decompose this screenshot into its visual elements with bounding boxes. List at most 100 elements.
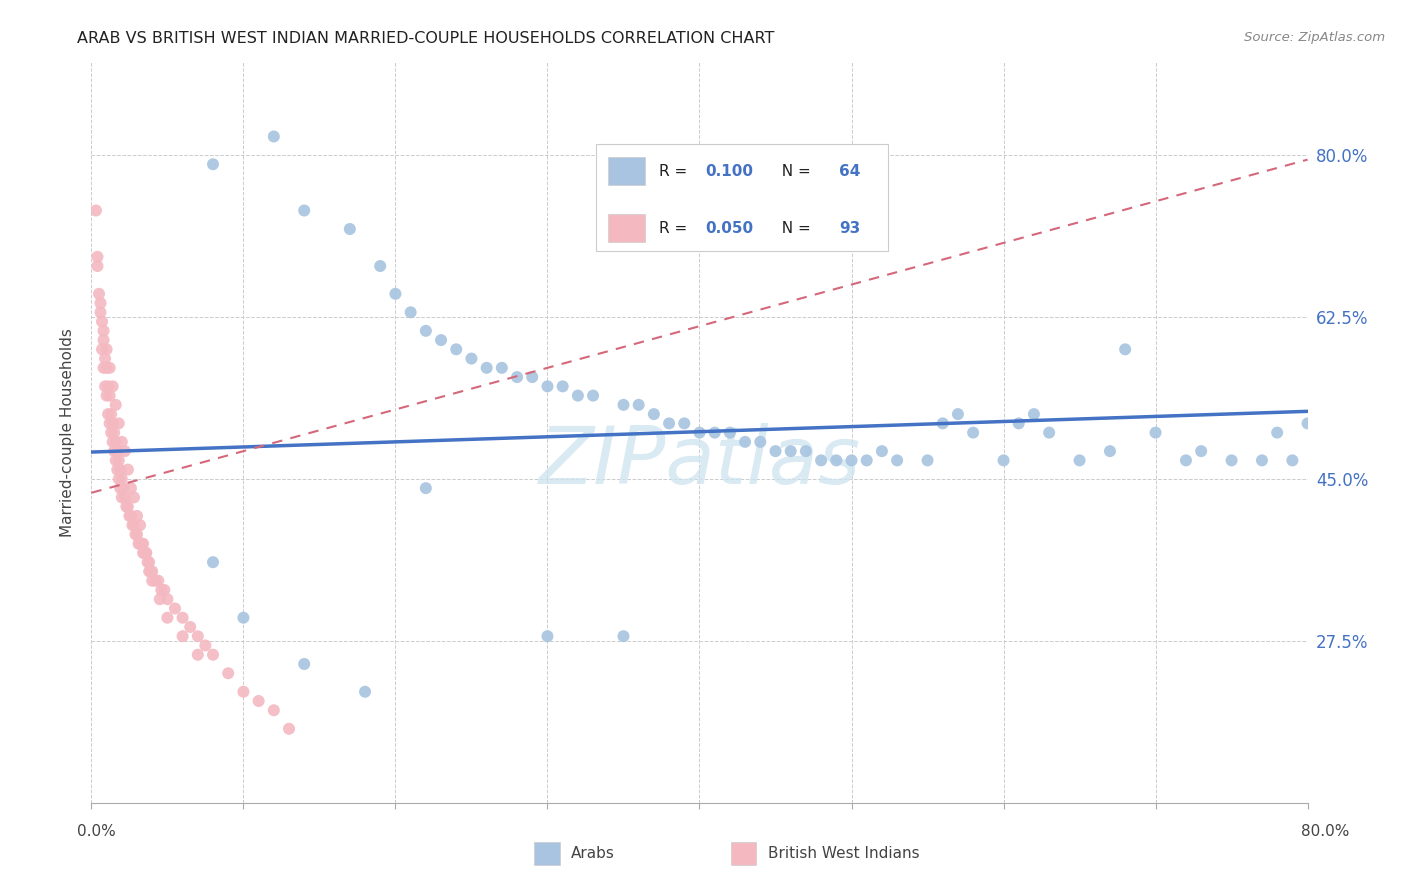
- Point: [415, 324, 437, 338]
- Point: [339, 222, 361, 236]
- Point: [101, 417, 124, 431]
- Point: [150, 582, 173, 597]
- Point: [120, 481, 142, 495]
- Point: [475, 360, 498, 375]
- Point: [1038, 425, 1060, 440]
- Point: [522, 370, 544, 384]
- Point: [460, 351, 482, 366]
- Point: [384, 286, 406, 301]
- Point: [278, 722, 301, 736]
- Text: 80.0%: 80.0%: [1302, 824, 1350, 838]
- Point: [141, 565, 163, 579]
- Point: [202, 648, 225, 662]
- Point: [104, 434, 127, 449]
- Bar: [596, 144, 889, 252]
- Point: [103, 444, 125, 458]
- Point: [156, 610, 179, 624]
- Point: [93, 333, 115, 347]
- Point: [97, 407, 120, 421]
- Point: [1251, 453, 1274, 467]
- Point: [115, 500, 138, 514]
- Point: [143, 574, 166, 588]
- Point: [688, 425, 710, 440]
- Point: [153, 582, 176, 597]
- Point: [794, 444, 817, 458]
- Point: [125, 508, 148, 523]
- Point: [551, 379, 574, 393]
- Point: [354, 685, 377, 699]
- Point: [1189, 444, 1212, 458]
- Text: 64: 64: [839, 164, 860, 178]
- Point: [749, 434, 772, 449]
- Bar: [609, 157, 645, 186]
- Point: [122, 518, 145, 533]
- Point: [567, 388, 589, 402]
- Point: [89, 296, 111, 310]
- Point: [93, 360, 115, 375]
- Point: [84, 203, 107, 218]
- Point: [946, 407, 969, 421]
- Point: [111, 434, 134, 449]
- Point: [156, 592, 179, 607]
- Point: [117, 500, 139, 514]
- Point: [1098, 444, 1121, 458]
- Point: [118, 508, 141, 523]
- Point: [612, 398, 634, 412]
- Y-axis label: Married-couple Households: Married-couple Households: [60, 328, 76, 537]
- Point: [855, 453, 877, 467]
- Point: [135, 546, 157, 560]
- Point: [132, 536, 155, 550]
- Point: [612, 629, 634, 643]
- Point: [120, 508, 142, 523]
- Point: [993, 453, 1015, 467]
- Text: ARAB VS BRITISH WEST INDIAN MARRIED-COUPLE HOUSEHOLDS CORRELATION CHART: ARAB VS BRITISH WEST INDIAN MARRIED-COUP…: [77, 31, 775, 46]
- Point: [96, 360, 118, 375]
- Point: [172, 610, 194, 624]
- Point: [1069, 453, 1091, 467]
- Text: R =: R =: [659, 221, 693, 235]
- Point: [232, 685, 254, 699]
- Point: [100, 425, 122, 440]
- Point: [114, 491, 136, 505]
- Point: [263, 703, 285, 717]
- Point: [810, 453, 832, 467]
- Point: [187, 629, 209, 643]
- Point: [172, 629, 194, 643]
- Point: [202, 157, 225, 171]
- Point: [135, 546, 157, 560]
- Point: [134, 546, 156, 560]
- Point: [104, 398, 127, 412]
- Point: [399, 305, 422, 319]
- Text: ZIPatlas: ZIPatlas: [538, 423, 860, 501]
- Point: [141, 574, 163, 588]
- Point: [105, 444, 128, 458]
- Point: [444, 343, 467, 357]
- Point: [263, 129, 285, 144]
- Point: [91, 343, 114, 357]
- Point: [87, 286, 110, 301]
- Point: [1008, 417, 1031, 431]
- Point: [931, 417, 953, 431]
- Point: [368, 259, 391, 273]
- Text: British West Indians: British West Indians: [768, 847, 920, 861]
- Point: [765, 444, 787, 458]
- Point: [112, 481, 135, 495]
- Point: [148, 574, 170, 588]
- Point: [101, 434, 124, 449]
- Point: [886, 453, 908, 467]
- Point: [292, 203, 315, 218]
- Point: [1281, 453, 1303, 467]
- Point: [107, 417, 129, 431]
- Point: [870, 444, 893, 458]
- Point: [779, 444, 801, 458]
- Point: [98, 388, 121, 402]
- Point: [292, 657, 315, 671]
- Point: [128, 536, 150, 550]
- Point: [138, 555, 160, 569]
- Point: [121, 518, 143, 533]
- Point: [122, 491, 145, 505]
- Point: [202, 555, 225, 569]
- Text: 0.100: 0.100: [706, 164, 754, 178]
- Point: [94, 379, 117, 393]
- Point: [131, 536, 153, 550]
